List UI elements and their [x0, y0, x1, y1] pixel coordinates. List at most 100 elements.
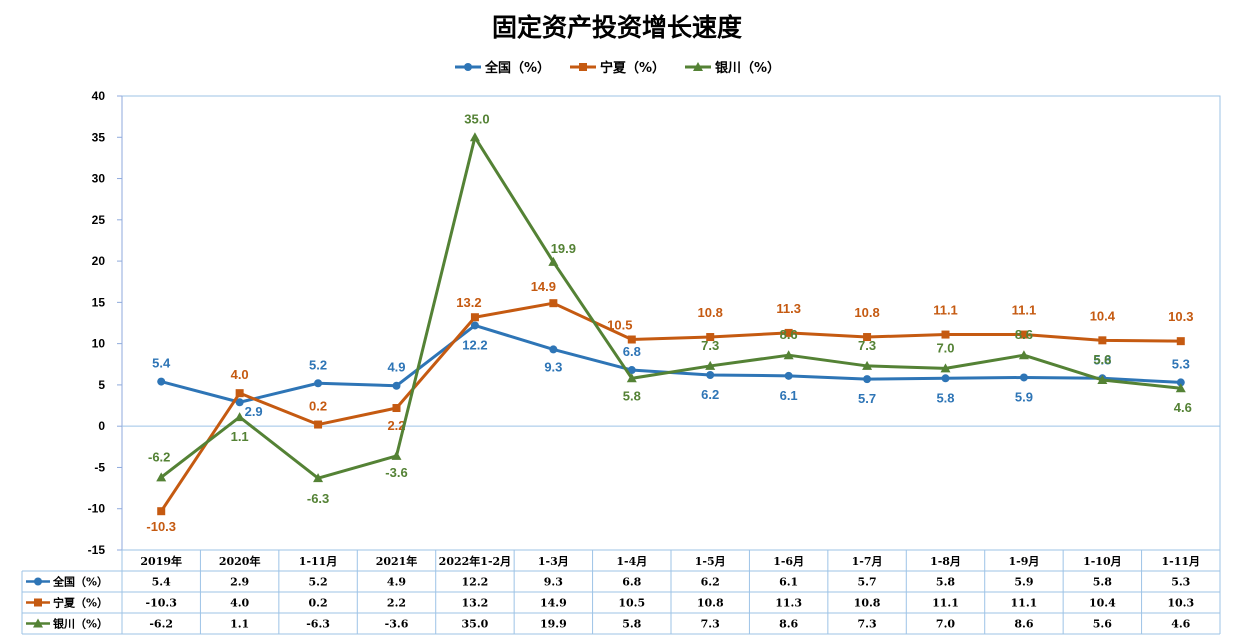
- table-cell: 10.5: [618, 597, 645, 610]
- data-label: 4.0: [231, 367, 249, 382]
- x-tick-label: 1-11月: [1162, 555, 1201, 568]
- data-point: [627, 335, 636, 344]
- data-point: [157, 507, 166, 516]
- data-point: [1176, 378, 1185, 387]
- data-point: [1176, 337, 1185, 346]
- table-cell: 4.6: [1171, 618, 1190, 631]
- data-point: [706, 371, 715, 380]
- data-table: 2019年 2020年 1-11月 2021年 2022年1-2月 1-3月 1-4月 1-5…: [21, 549, 1221, 635]
- data-point: [156, 472, 167, 482]
- table-row-label: 宁夏（%）: [53, 596, 108, 610]
- data-point: [1019, 330, 1028, 339]
- data-label: -6.3: [307, 491, 329, 506]
- table-cell: 6.1: [779, 576, 798, 589]
- data-point: [863, 333, 872, 342]
- data-point: [706, 333, 715, 342]
- table-cell: 8.6: [779, 618, 798, 631]
- table-cell: 1.1: [230, 618, 249, 631]
- data-label: -6.2: [148, 449, 170, 464]
- data-label: 5.4: [152, 356, 171, 371]
- table-cell: 12.2: [462, 576, 489, 589]
- data-label: 4.6: [1174, 400, 1192, 415]
- data-label: 7.3: [858, 338, 876, 353]
- table-cell: 7.3: [858, 618, 877, 631]
- table-cell: 5.8: [1093, 576, 1112, 589]
- table-cell: 14.9: [540, 597, 567, 610]
- data-label: 5.6: [1093, 352, 1111, 367]
- x-tick-label: 1-3月: [538, 555, 569, 568]
- table-cell: 4.0: [230, 597, 249, 610]
- data-label: 11.1: [1012, 303, 1037, 318]
- data-label: 5.3: [1172, 356, 1190, 371]
- x-tick-label: 1-11月: [299, 555, 338, 568]
- y-tick-label: -15: [88, 543, 106, 557]
- table-cell: 9.3: [544, 576, 563, 589]
- plot-area: -15 -10 -5 0 5 10 15 20 25 30 35 40 5.4 2.9 5.2 4.9 12.2…: [88, 89, 1221, 557]
- data-label: 1.1: [231, 429, 249, 444]
- x-tick-label: 1-9月: [1008, 555, 1039, 568]
- data-label: 13.2: [456, 295, 481, 310]
- table-cell: -10.3: [146, 597, 177, 610]
- legend-swatch-marker: [579, 63, 587, 71]
- table-cell: 8.6: [1014, 618, 1033, 631]
- data-label: 10.4: [1090, 308, 1116, 323]
- table-cell: 35.0: [462, 618, 489, 631]
- data-label: 10.3: [1168, 309, 1193, 324]
- data-label: 12.2: [462, 337, 487, 352]
- x-tick-label: 2019年: [140, 554, 182, 568]
- data-point: [234, 412, 245, 422]
- data-point: [549, 299, 558, 308]
- data-point: [705, 360, 716, 370]
- data-label: -10.3: [146, 519, 176, 534]
- table-cell: 5.4: [152, 576, 171, 589]
- data-point: [313, 473, 324, 483]
- data-label: 8.6: [1015, 327, 1033, 342]
- data-label: 5.8: [936, 390, 954, 405]
- y-tick-label: -5: [94, 460, 105, 474]
- x-tick-label: 2020年: [219, 554, 261, 568]
- data-label: 7.0: [936, 340, 954, 355]
- legend-label: 银川（%）: [715, 60, 780, 76]
- y-tick-label: 5: [98, 378, 105, 392]
- series-line: [159, 301, 1181, 513]
- data-label: 5.7: [858, 391, 876, 406]
- table-legend-marker: [34, 577, 42, 586]
- data-label: 2.9: [245, 404, 263, 419]
- table-cell: 6.8: [622, 576, 641, 589]
- y-tick-label: 40: [92, 89, 106, 103]
- table-cell: 19.9: [540, 618, 567, 631]
- data-point: [784, 328, 793, 337]
- y-tick-label: 10: [92, 337, 106, 351]
- x-tick-label: 1-10月: [1083, 555, 1122, 568]
- y-tick-label: 0: [98, 419, 105, 433]
- data-label: 5.8: [623, 388, 641, 403]
- data-point: [157, 377, 166, 386]
- y-tick-label: -10: [88, 502, 106, 516]
- series-line: [160, 135, 1181, 480]
- data-label: 5.8: [1093, 352, 1111, 367]
- data-point: [940, 363, 951, 373]
- table-cell: 2.9: [230, 576, 249, 589]
- legend-label: 全国（%）: [484, 60, 550, 76]
- data-label: 11.3: [776, 301, 801, 316]
- data-point: [1019, 373, 1028, 382]
- data-label: 6.2: [701, 387, 719, 402]
- table-cell: 2.2: [387, 597, 406, 610]
- series-1: -10.3 4.0 0.2 2.2 13.2 14.9 10.5 10.8 11.3 10.8 11…: [146, 279, 1193, 534]
- table-cell: 5.6: [1093, 618, 1112, 631]
- data-point: [1018, 350, 1029, 360]
- x-tick-label: 1-4月: [616, 555, 647, 568]
- data-label: 6.1: [780, 388, 798, 403]
- table-cell: 11.1: [1011, 597, 1038, 610]
- data-label: 5.9: [1015, 389, 1033, 404]
- data-point: [627, 366, 636, 375]
- data-label: 0.2: [309, 399, 327, 414]
- data-label: 10.5: [607, 318, 632, 333]
- series-0: 5.4 2.9 5.2 4.9 12.2 9.3 6.8 6.2 6.1 5.7 5.8 5.9 5.8…: [152, 321, 1190, 419]
- table-cell: 6.2: [701, 576, 720, 589]
- data-point: [235, 389, 244, 398]
- y-tick-label: 15: [92, 295, 106, 309]
- plot-border: [121, 95, 1221, 551]
- x-tick-label: 1-6月: [773, 555, 804, 568]
- data-point: [1097, 374, 1108, 384]
